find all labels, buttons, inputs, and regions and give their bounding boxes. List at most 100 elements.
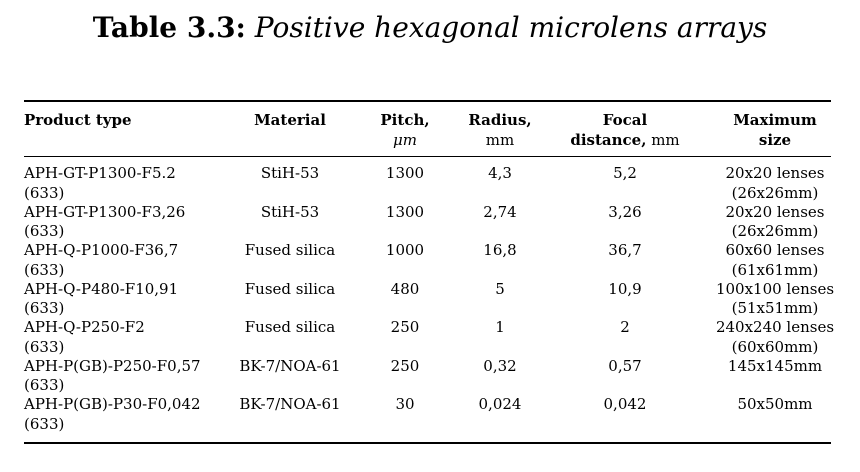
- material-cell-text: Fused silica: [244, 318, 336, 336]
- maximum-size-cell-text-line2: (26x26mm): [731, 222, 819, 240]
- radius-unit: mm: [485, 131, 515, 149]
- product-cell: APH-Q-P1000-F36,7 (633): [24, 241, 178, 280]
- product-cell-text: APH-P(GB)-P250-F0,57: [24, 356, 201, 375]
- pitch-cell-text: 250: [390, 356, 420, 375]
- maximum-size-cell-text: 240x240 lenses: [715, 318, 835, 336]
- material-cell-text: StiH-53: [260, 202, 320, 221]
- pitch-cell: 250: [365, 318, 445, 338]
- table-title: Table 3.3: Positive hexagonal microlens …: [0, 11, 860, 45]
- maximum-size-cell-text: 60x60 lenses: [725, 241, 825, 259]
- focal-distance-cell-text: 2: [620, 318, 630, 336]
- focal-distance-cell-text: 10,9: [608, 279, 642, 298]
- product-cell: APH-P(GB)-P250-F0,57 (633): [24, 357, 201, 396]
- radius-cell-text: 0,024: [478, 395, 522, 413]
- maximum-size-cell-text: 100x100 lenses: [715, 279, 835, 298]
- focal-distance-cell: 3,26: [560, 203, 690, 223]
- header-pitch: Pitch, μm: [380, 111, 430, 149]
- product-cell-text: APH-P(GB)-P30-F0,042: [24, 395, 201, 413]
- radius-cell-text: 16,8: [483, 241, 517, 259]
- product-cell: APH-Q-P480-F10,91 (633): [24, 280, 178, 319]
- header-maximum-size: Maximum size: [733, 111, 817, 149]
- top-rule: [24, 100, 831, 102]
- focal-distance-cell: 10,9: [560, 280, 690, 300]
- material-cell-text: Fused silica: [244, 279, 336, 298]
- pitch-cell-text: 1300: [385, 164, 425, 182]
- focal-distance-cell: 5,2: [560, 164, 690, 184]
- product-cell-text-line2: (633): [24, 414, 65, 433]
- product-cell-text: APH-Q-P250-F2: [24, 318, 145, 336]
- focal-distance-cell: 36,7: [560, 241, 690, 261]
- maximum-size-cell: 100x100 lenses (51x51mm): [710, 280, 840, 319]
- maximum-size-cell-text: 50x50mm: [737, 395, 813, 413]
- maximum-size-cell-text-line2: (51x51mm): [731, 299, 819, 317]
- product-cell-text-line2: (633): [24, 376, 65, 394]
- radius-cell: 1: [455, 318, 545, 338]
- pitch-cell: 1300: [365, 203, 445, 223]
- maximum-size-cell-text-line2: (61x61mm): [731, 260, 819, 279]
- product-cell: APH-GT-P1300-F3,26 (633): [24, 203, 185, 242]
- radius-cell-text: 1: [495, 318, 505, 336]
- radius-cell: 4,3: [455, 164, 545, 184]
- product-cell-text: APH-Q-P1000-F36,7: [24, 241, 179, 259]
- maximum-size-cell-text: 145x145mm: [727, 356, 823, 375]
- material-cell: Fused silica: [220, 280, 360, 300]
- product-cell-text: APH-GT-P1300-F5.2: [24, 164, 176, 182]
- product-cell-text-line2: (633): [24, 183, 65, 202]
- material-cell: Fused silica: [220, 318, 360, 338]
- radius-cell: 0,32: [455, 357, 545, 377]
- radius-cell-text: 4,3: [488, 164, 512, 182]
- focal-distance-cell: 2: [560, 318, 690, 338]
- maximum-size-cell: 20x20 lenses (26x26mm): [710, 203, 840, 242]
- product-cell-text: APH-Q-P480-F10,91: [24, 279, 179, 298]
- maximum-size-cell: 145x145mm: [710, 357, 840, 377]
- pitch-cell: 250: [365, 357, 445, 377]
- product-cell-text-line2: (633): [24, 260, 65, 279]
- maximum-size-cell-text-line2: (26x26mm): [731, 183, 819, 202]
- header-radius: Radius, mm: [468, 111, 532, 149]
- radius-cell: 2,74: [455, 203, 545, 223]
- maximum-size-cell-text: 20x20 lenses: [725, 202, 825, 221]
- focal-distance-cell-text: 3,26: [608, 202, 642, 221]
- material-cell: BK-7/NOA-61: [220, 395, 360, 415]
- header-material: Material: [254, 111, 326, 129]
- maximum-size-cell-text-line2: (60x60mm): [731, 337, 819, 356]
- focal-distance-cell-text: 5,2: [613, 164, 637, 182]
- material-cell-text: BK-7/NOA-61: [239, 395, 341, 413]
- radius-cell-text: 5: [495, 279, 505, 298]
- radius-cell: 5: [455, 280, 545, 300]
- material-cell-text: Fused silica: [244, 241, 336, 259]
- material-cell: Fused silica: [220, 241, 360, 261]
- pitch-cell: 1000: [365, 241, 445, 261]
- pitch-unit: μm: [393, 131, 417, 149]
- product-cell-text-line2: (633): [24, 222, 65, 240]
- pitch-cell-text: 1000: [385, 241, 425, 259]
- maximum-size-cell: 60x60 lenses (61x61mm): [710, 241, 840, 280]
- maximum-size-cell-text: 20x20 lenses: [725, 164, 825, 182]
- material-cell-text: StiH-53: [260, 164, 320, 182]
- pitch-cell: 30: [365, 395, 445, 415]
- pitch-cell-text: 1300: [385, 202, 425, 221]
- maximum-size-cell: 240x240 lenses (60x60mm): [710, 318, 840, 357]
- table-number: Table 3.3:: [92, 11, 246, 44]
- maximum-size-cell: 20x20 lenses (26x26mm): [710, 164, 840, 203]
- product-cell: APH-P(GB)-P30-F0,042 (633): [24, 395, 201, 434]
- radius-cell: 0,024: [455, 395, 545, 415]
- material-cell: StiH-53: [220, 164, 360, 184]
- pitch-cell: 480: [365, 280, 445, 300]
- table-caption: Positive hexagonal microlens arrays: [254, 11, 768, 44]
- product-cell: APH-Q-P250-F2 (633): [24, 318, 145, 357]
- radius-cell: 16,8: [455, 241, 545, 261]
- header-product-type: Product type: [24, 111, 132, 129]
- pitch-cell: 1300: [365, 164, 445, 184]
- pitch-cell-text: 30: [395, 395, 415, 413]
- focal-distance-cell: 0,57: [560, 357, 690, 377]
- radius-cell-text: 2,74: [483, 202, 517, 221]
- pitch-cell-text: 480: [390, 279, 420, 298]
- focal-distance-cell: 0,042: [560, 395, 690, 415]
- material-cell: BK-7/NOA-61: [220, 357, 360, 377]
- header-focal-distance: Focal distance, mm: [570, 111, 680, 149]
- radius-cell-text: 0,32: [483, 356, 517, 375]
- product-cell: APH-GT-P1300-F5.2 (633): [24, 164, 176, 203]
- product-cell-text-line2: (633): [24, 337, 65, 356]
- product-cell-text: APH-GT-P1300-F3,26: [24, 202, 186, 221]
